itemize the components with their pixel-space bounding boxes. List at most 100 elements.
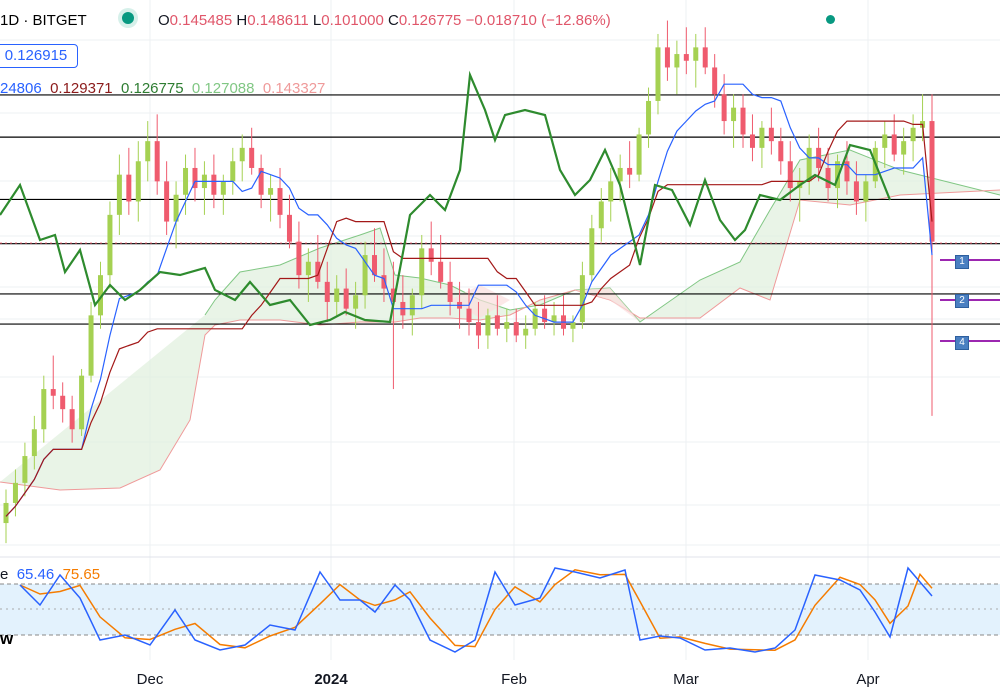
candle-body — [778, 141, 784, 162]
candle-body — [31, 429, 37, 457]
candle-body — [929, 121, 935, 242]
candle-body — [145, 141, 151, 162]
candle-body — [381, 275, 387, 289]
candle-body — [154, 141, 160, 182]
candle-body — [60, 395, 66, 410]
candle-body — [740, 107, 746, 135]
candle-body — [646, 100, 652, 135]
candle-body — [712, 67, 718, 95]
candle-body — [835, 161, 841, 189]
open-value: 0.145485 — [169, 12, 233, 29]
candle-body — [542, 308, 548, 323]
candle-body — [277, 188, 283, 215]
candle-body — [88, 315, 94, 376]
x-label-feb: Feb — [501, 671, 527, 688]
candle-body — [438, 261, 444, 282]
candle-body — [97, 275, 103, 316]
candle-body — [504, 322, 510, 329]
close-value: 0.126775 — [398, 12, 462, 29]
close-label: C — [387, 12, 399, 29]
candle-body — [825, 167, 831, 189]
candle-body — [258, 167, 264, 195]
candle-body — [419, 248, 425, 296]
candle-body — [135, 161, 141, 202]
candle-body — [22, 456, 28, 483]
candle-body — [485, 315, 491, 336]
stoch-k-line — [19, 566, 933, 653]
span-a-line — [204, 149, 1000, 323]
level-tag-1[interactable]: 1 — [955, 255, 969, 269]
candle-body — [731, 107, 737, 122]
candle-body — [721, 94, 727, 122]
candle-body — [220, 181, 226, 195]
status-dot-icon — [826, 15, 835, 24]
candle-body — [494, 315, 500, 329]
tenkan-value: 24806 — [0, 80, 42, 97]
candle-body — [513, 322, 519, 336]
candle-body — [249, 147, 255, 168]
candle-body — [390, 288, 396, 302]
candle-body — [239, 147, 245, 162]
candle-body — [164, 181, 170, 222]
candle-body — [532, 308, 538, 329]
lagging-value: 0.126775 — [120, 80, 184, 97]
candle-body — [683, 54, 689, 61]
candle-body — [579, 275, 585, 323]
candle-body — [50, 389, 56, 396]
price-input-box[interactable]: 0.126915 — [0, 44, 78, 68]
candle-body — [749, 134, 755, 148]
candle-body — [324, 281, 330, 302]
level-tag-4[interactable]: 4 — [955, 336, 969, 350]
x-label-apr: Apr — [856, 671, 880, 688]
candle-body — [286, 214, 292, 242]
span-a-value: 0.127088 — [191, 80, 255, 97]
candle-body — [296, 241, 302, 276]
stoch-d-line — [19, 569, 933, 651]
candle-body — [466, 308, 472, 323]
candle-body — [551, 315, 557, 323]
x-label-2024: 2024 — [314, 671, 348, 688]
candle-body — [173, 194, 179, 222]
low-label: L — [312, 12, 322, 29]
candle-body — [674, 54, 680, 68]
stoch-values: e 65.46 75.65 — [0, 566, 100, 583]
candle-body — [126, 174, 132, 202]
candle-body — [523, 328, 529, 336]
candle-body — [475, 322, 481, 336]
candle-body — [268, 188, 274, 195]
open-label: O — [158, 12, 170, 29]
kijun-value: 0.129371 — [50, 80, 113, 97]
change-value: −0.018710 (−12.86%) — [465, 12, 611, 29]
span-b-value: 0.143327 — [262, 80, 326, 97]
candle-body — [844, 161, 850, 182]
candle-body — [230, 161, 236, 182]
candle-body — [41, 389, 47, 430]
high-label: H — [236, 12, 248, 29]
candle-body — [693, 47, 699, 61]
candle-body — [3, 502, 9, 524]
candle-body — [759, 127, 765, 148]
stoch-corner-label: w — [0, 629, 14, 648]
candle-body — [598, 201, 604, 229]
candle-body — [69, 409, 75, 430]
candle-body — [627, 167, 633, 175]
x-label-mar: Mar — [673, 671, 699, 688]
candle-body — [372, 255, 378, 276]
candle-body — [353, 295, 359, 309]
stoch-d-value: 75.65 — [62, 566, 101, 583]
level-tag-2[interactable]: 2 — [955, 294, 969, 308]
stoch-k-value: 65.46 — [16, 566, 55, 583]
candle-body — [910, 127, 916, 142]
candle-body — [617, 167, 623, 182]
candle-body — [211, 174, 217, 195]
candle-body — [806, 147, 812, 182]
candle-body — [79, 375, 85, 430]
candle-body — [891, 134, 897, 155]
candle-body — [107, 214, 113, 276]
candle-body — [192, 167, 198, 189]
stoch-label: e — [0, 566, 9, 583]
candle-body — [589, 228, 595, 276]
candle-body — [334, 288, 340, 302]
candle-body — [636, 134, 642, 175]
